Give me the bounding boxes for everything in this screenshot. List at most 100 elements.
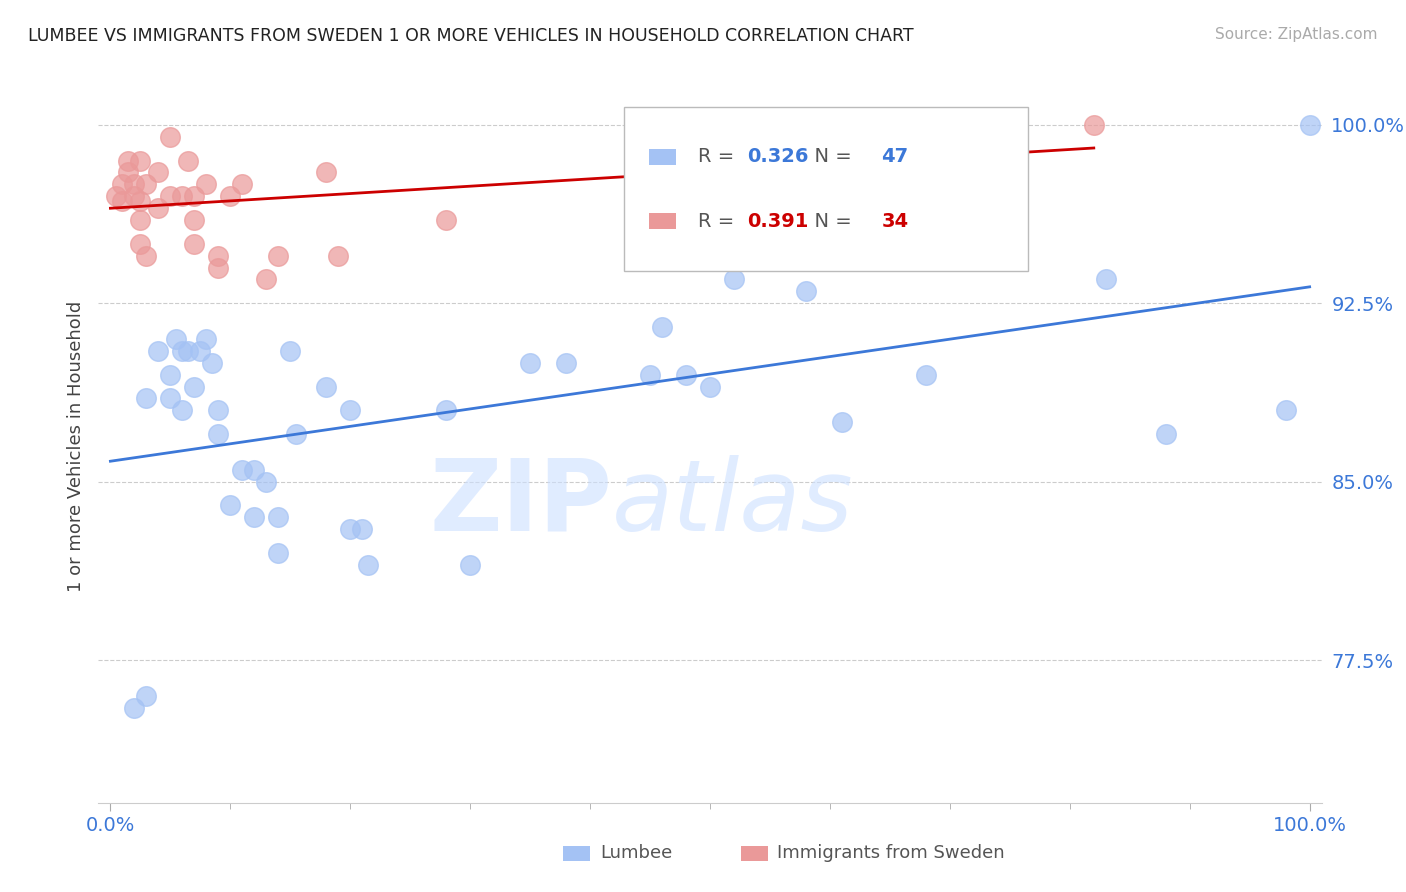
Point [254,475,277,489]
Point [339,403,361,417]
Point [723,272,745,286]
Point [183,189,205,203]
Point [135,249,157,263]
Point [207,249,229,263]
Point [219,189,242,203]
FancyBboxPatch shape [648,149,676,165]
Text: 0.326: 0.326 [747,147,808,167]
Text: R =: R = [697,147,741,167]
Point [207,427,229,442]
Point [519,356,541,370]
Point [243,463,266,477]
Point [207,260,229,275]
Point [135,689,157,703]
Text: Immigrants from Sweden: Immigrants from Sweden [778,844,1005,862]
Text: 34: 34 [882,211,908,231]
Point [1154,427,1177,442]
Point [183,379,205,393]
Point [328,249,350,263]
Point [315,165,337,179]
FancyBboxPatch shape [741,846,768,862]
Point [148,165,170,179]
Point [699,129,721,144]
Point [638,368,661,382]
Point [172,189,194,203]
Point [458,558,481,572]
Point [831,415,853,429]
Point [278,343,301,358]
Point [267,510,290,524]
Point [357,558,380,572]
Point [129,194,152,208]
Point [254,272,277,286]
Point [129,236,152,251]
Point [231,178,253,192]
Point [124,700,146,714]
Point [434,213,457,227]
Point [1083,118,1105,132]
Text: N =: N = [801,147,858,167]
Point [111,178,134,192]
Point [177,343,200,358]
Text: R =: R = [697,211,741,231]
Point [231,463,253,477]
FancyBboxPatch shape [564,846,591,862]
Point [1298,118,1320,132]
Point [243,510,266,524]
Point [105,189,128,203]
Text: Lumbee: Lumbee [600,844,672,862]
Point [783,249,806,263]
Point [135,392,157,406]
Point [117,153,139,168]
Y-axis label: 1 or more Vehicles in Household: 1 or more Vehicles in Household [66,301,84,591]
Point [129,213,152,227]
Point [177,153,200,168]
Point [207,403,229,417]
Text: 0.391: 0.391 [747,211,808,231]
Point [339,522,361,536]
Point [195,332,218,346]
Point [188,343,211,358]
Point [651,320,673,334]
FancyBboxPatch shape [624,107,1028,271]
Point [159,129,181,144]
Point [219,499,242,513]
Point [165,332,187,346]
Text: N =: N = [801,211,858,231]
Point [159,368,181,382]
Point [172,343,194,358]
Point [183,236,205,251]
Point [135,178,157,192]
Point [159,189,181,203]
Text: 47: 47 [882,147,908,167]
Point [148,343,170,358]
Point [267,249,290,263]
Point [124,189,146,203]
Point [555,356,578,370]
Point [915,368,938,382]
Text: atlas: atlas [612,455,853,551]
Point [267,546,290,560]
Point [1094,272,1116,286]
Point [285,427,308,442]
Point [183,213,205,227]
Point [172,403,194,417]
Point [675,368,697,382]
Point [201,356,224,370]
Point [352,522,374,536]
Point [794,285,817,299]
Point [124,178,146,192]
Point [1274,403,1296,417]
Point [699,379,721,393]
Point [117,165,139,179]
Text: LUMBEE VS IMMIGRANTS FROM SWEDEN 1 OR MORE VEHICLES IN HOUSEHOLD CORRELATION CHA: LUMBEE VS IMMIGRANTS FROM SWEDEN 1 OR MO… [28,27,914,45]
Point [148,201,170,215]
Point [434,403,457,417]
Point [111,194,134,208]
Text: Source: ZipAtlas.com: Source: ZipAtlas.com [1215,27,1378,42]
Text: ZIP: ZIP [429,455,612,551]
Point [159,392,181,406]
Point [129,153,152,168]
FancyBboxPatch shape [648,213,676,229]
Point [195,178,218,192]
